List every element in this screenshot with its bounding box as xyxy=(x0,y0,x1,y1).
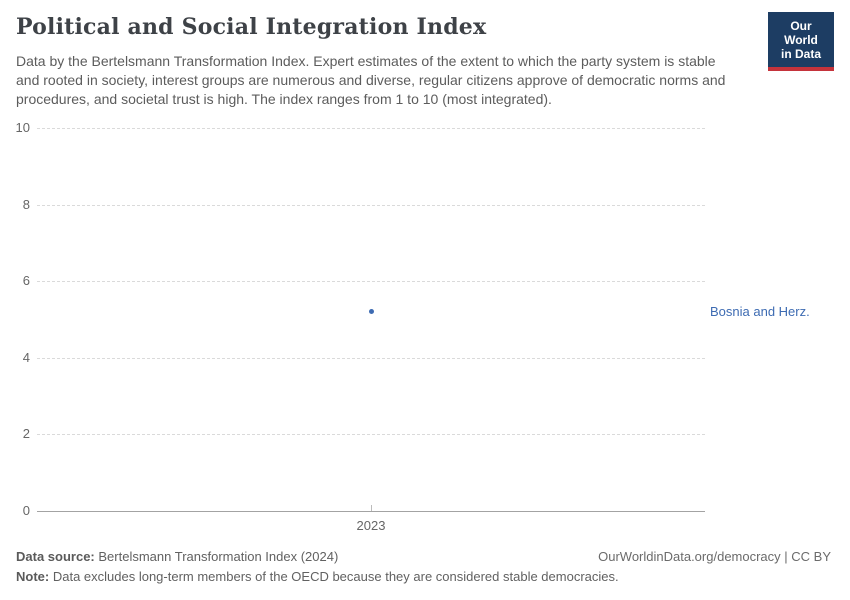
y-gridline xyxy=(37,128,705,129)
y-tick-label: 8 xyxy=(22,196,30,212)
page-title: Political and Social Integration Index xyxy=(16,14,487,40)
chart-footer: Data source: Bertelsmann Transformation … xyxy=(16,547,831,587)
owid-logo: Our World in Data xyxy=(768,12,834,71)
entity-label[interactable]: Bosnia and Herz. xyxy=(710,303,810,319)
y-gridline xyxy=(37,204,705,206)
data-point[interactable] xyxy=(368,309,374,315)
data-source-text: Bertelsmann Transformation Index (2024) xyxy=(98,549,339,564)
data-source: Data source: Bertelsmann Transformation … xyxy=(16,549,338,564)
x-tick-label: 2023 xyxy=(356,518,386,533)
y-tick-label: 4 xyxy=(22,349,30,365)
y-tick-label: 10 xyxy=(15,120,30,135)
x-axis-line xyxy=(37,511,705,512)
y-gridline xyxy=(37,357,705,359)
y-gridline xyxy=(37,281,705,283)
y-gridline xyxy=(37,434,705,436)
note-text: Data excludes long-term members of the O… xyxy=(52,569,619,584)
note-label: Note: xyxy=(16,569,50,584)
y-tick-label: 0 xyxy=(22,503,30,518)
y-tick-label: 2 xyxy=(22,426,30,442)
data-source-label: Data source: xyxy=(16,549,95,564)
footer-note-line: Note: Data excludes long-term members of… xyxy=(16,567,831,587)
owid-logo-line2: in Data xyxy=(780,47,821,61)
chart-subtitle: Data by the Bertelsmann Transformation I… xyxy=(16,53,726,107)
x-tick-mark xyxy=(371,505,372,511)
footer-source-line: Data source: Bertelsmann Transformation … xyxy=(16,547,831,567)
owid-logo-line1: Our World xyxy=(784,19,818,47)
y-tick-label: 6 xyxy=(22,273,30,289)
owid-url-link[interactable]: OurWorldinData.org/democracy | CC BY xyxy=(598,549,831,564)
